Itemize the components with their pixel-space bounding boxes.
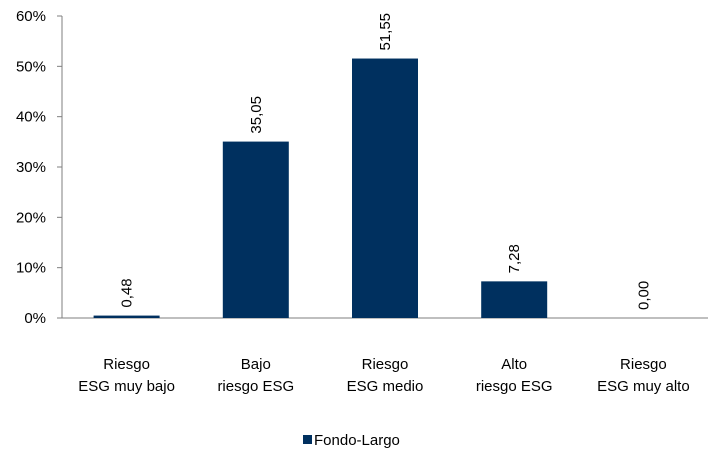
y-tick-label: 30%: [16, 159, 46, 176]
data-label: 0,48: [119, 278, 136, 307]
data-label: 51,55: [377, 13, 394, 51]
legend-swatch: [303, 435, 312, 444]
legend-label: Fondo-Largo: [314, 432, 400, 449]
x-tick-label: Riesgo ESG muy bajo: [78, 356, 175, 395]
data-label: 7,28: [506, 244, 523, 273]
x-tick-label: Bajo riesgo ESG: [217, 356, 294, 395]
bar: [352, 58, 418, 318]
data-label: 35,05: [248, 96, 265, 134]
y-tick-label: 20%: [16, 209, 46, 226]
y-tick-label: 0%: [24, 310, 46, 327]
data-label: 0,00: [635, 281, 652, 310]
y-tick-label: 60%: [16, 8, 46, 25]
bar: [222, 141, 289, 318]
y-axis: 0% 10% 20% 30% 40% 50% 60%: [16, 8, 63, 327]
bar: [93, 315, 160, 318]
y-tick-label: 50%: [16, 58, 46, 75]
data-labels: 0,48 35,05 51,55 7,28 0,00: [119, 13, 653, 310]
x-tick-label: Riesgo ESG medio: [347, 356, 424, 395]
legend: Fondo-Largo: [303, 432, 400, 449]
y-tick-label: 40%: [16, 109, 46, 126]
y-tick-label: 10%: [16, 260, 46, 277]
category-labels: Riesgo ESG muy bajo Bajo riesgo ESG Riesgo ES…: [78, 356, 689, 395]
x-tick-label: Riesgo ESG muy alto: [597, 356, 690, 395]
bar: [481, 281, 548, 318]
x-tick-label: Alto riesgo ESG: [476, 356, 553, 395]
bars: [93, 58, 548, 318]
